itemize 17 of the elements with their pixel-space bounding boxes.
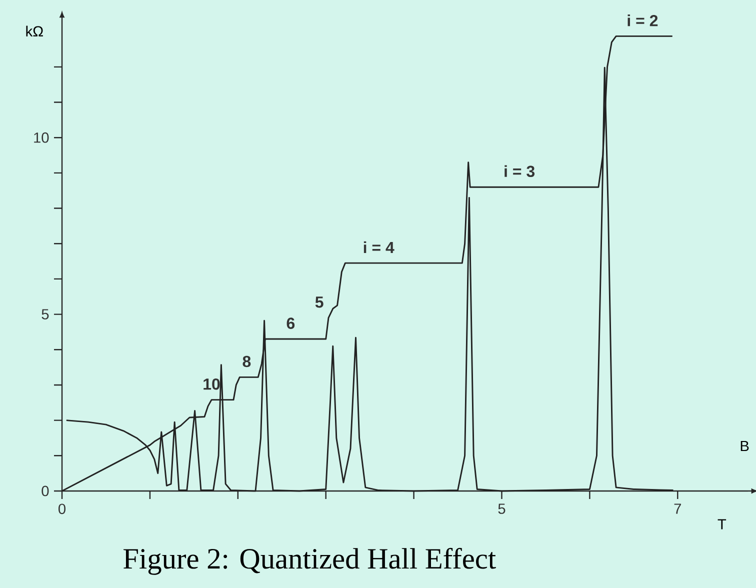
- annotation: i = 4: [364, 241, 394, 254]
- annotation: 6: [286, 318, 295, 329]
- y-tick-label: 0: [42, 486, 49, 496]
- annotation: 10: [204, 378, 220, 390]
- annotation: 5: [315, 296, 324, 308]
- annotation: i = 3: [504, 165, 535, 178]
- text: Figure 2: Quantized Hall Effect: [124, 548, 496, 575]
- annotation: 8: [242, 356, 251, 368]
- x-tick-label: 0: [58, 504, 66, 514]
- x-axis-title: B: [740, 440, 749, 452]
- x-tick-label: 7: [674, 504, 681, 514]
- y-tick-label: 10: [34, 132, 49, 143]
- annotation: i = 2: [628, 14, 658, 26]
- text: T: [718, 519, 726, 530]
- y-tick-label: 5: [42, 309, 49, 320]
- x-tick-label: 5: [498, 504, 506, 514]
- y-axis-title: kΩ: [26, 26, 43, 36]
